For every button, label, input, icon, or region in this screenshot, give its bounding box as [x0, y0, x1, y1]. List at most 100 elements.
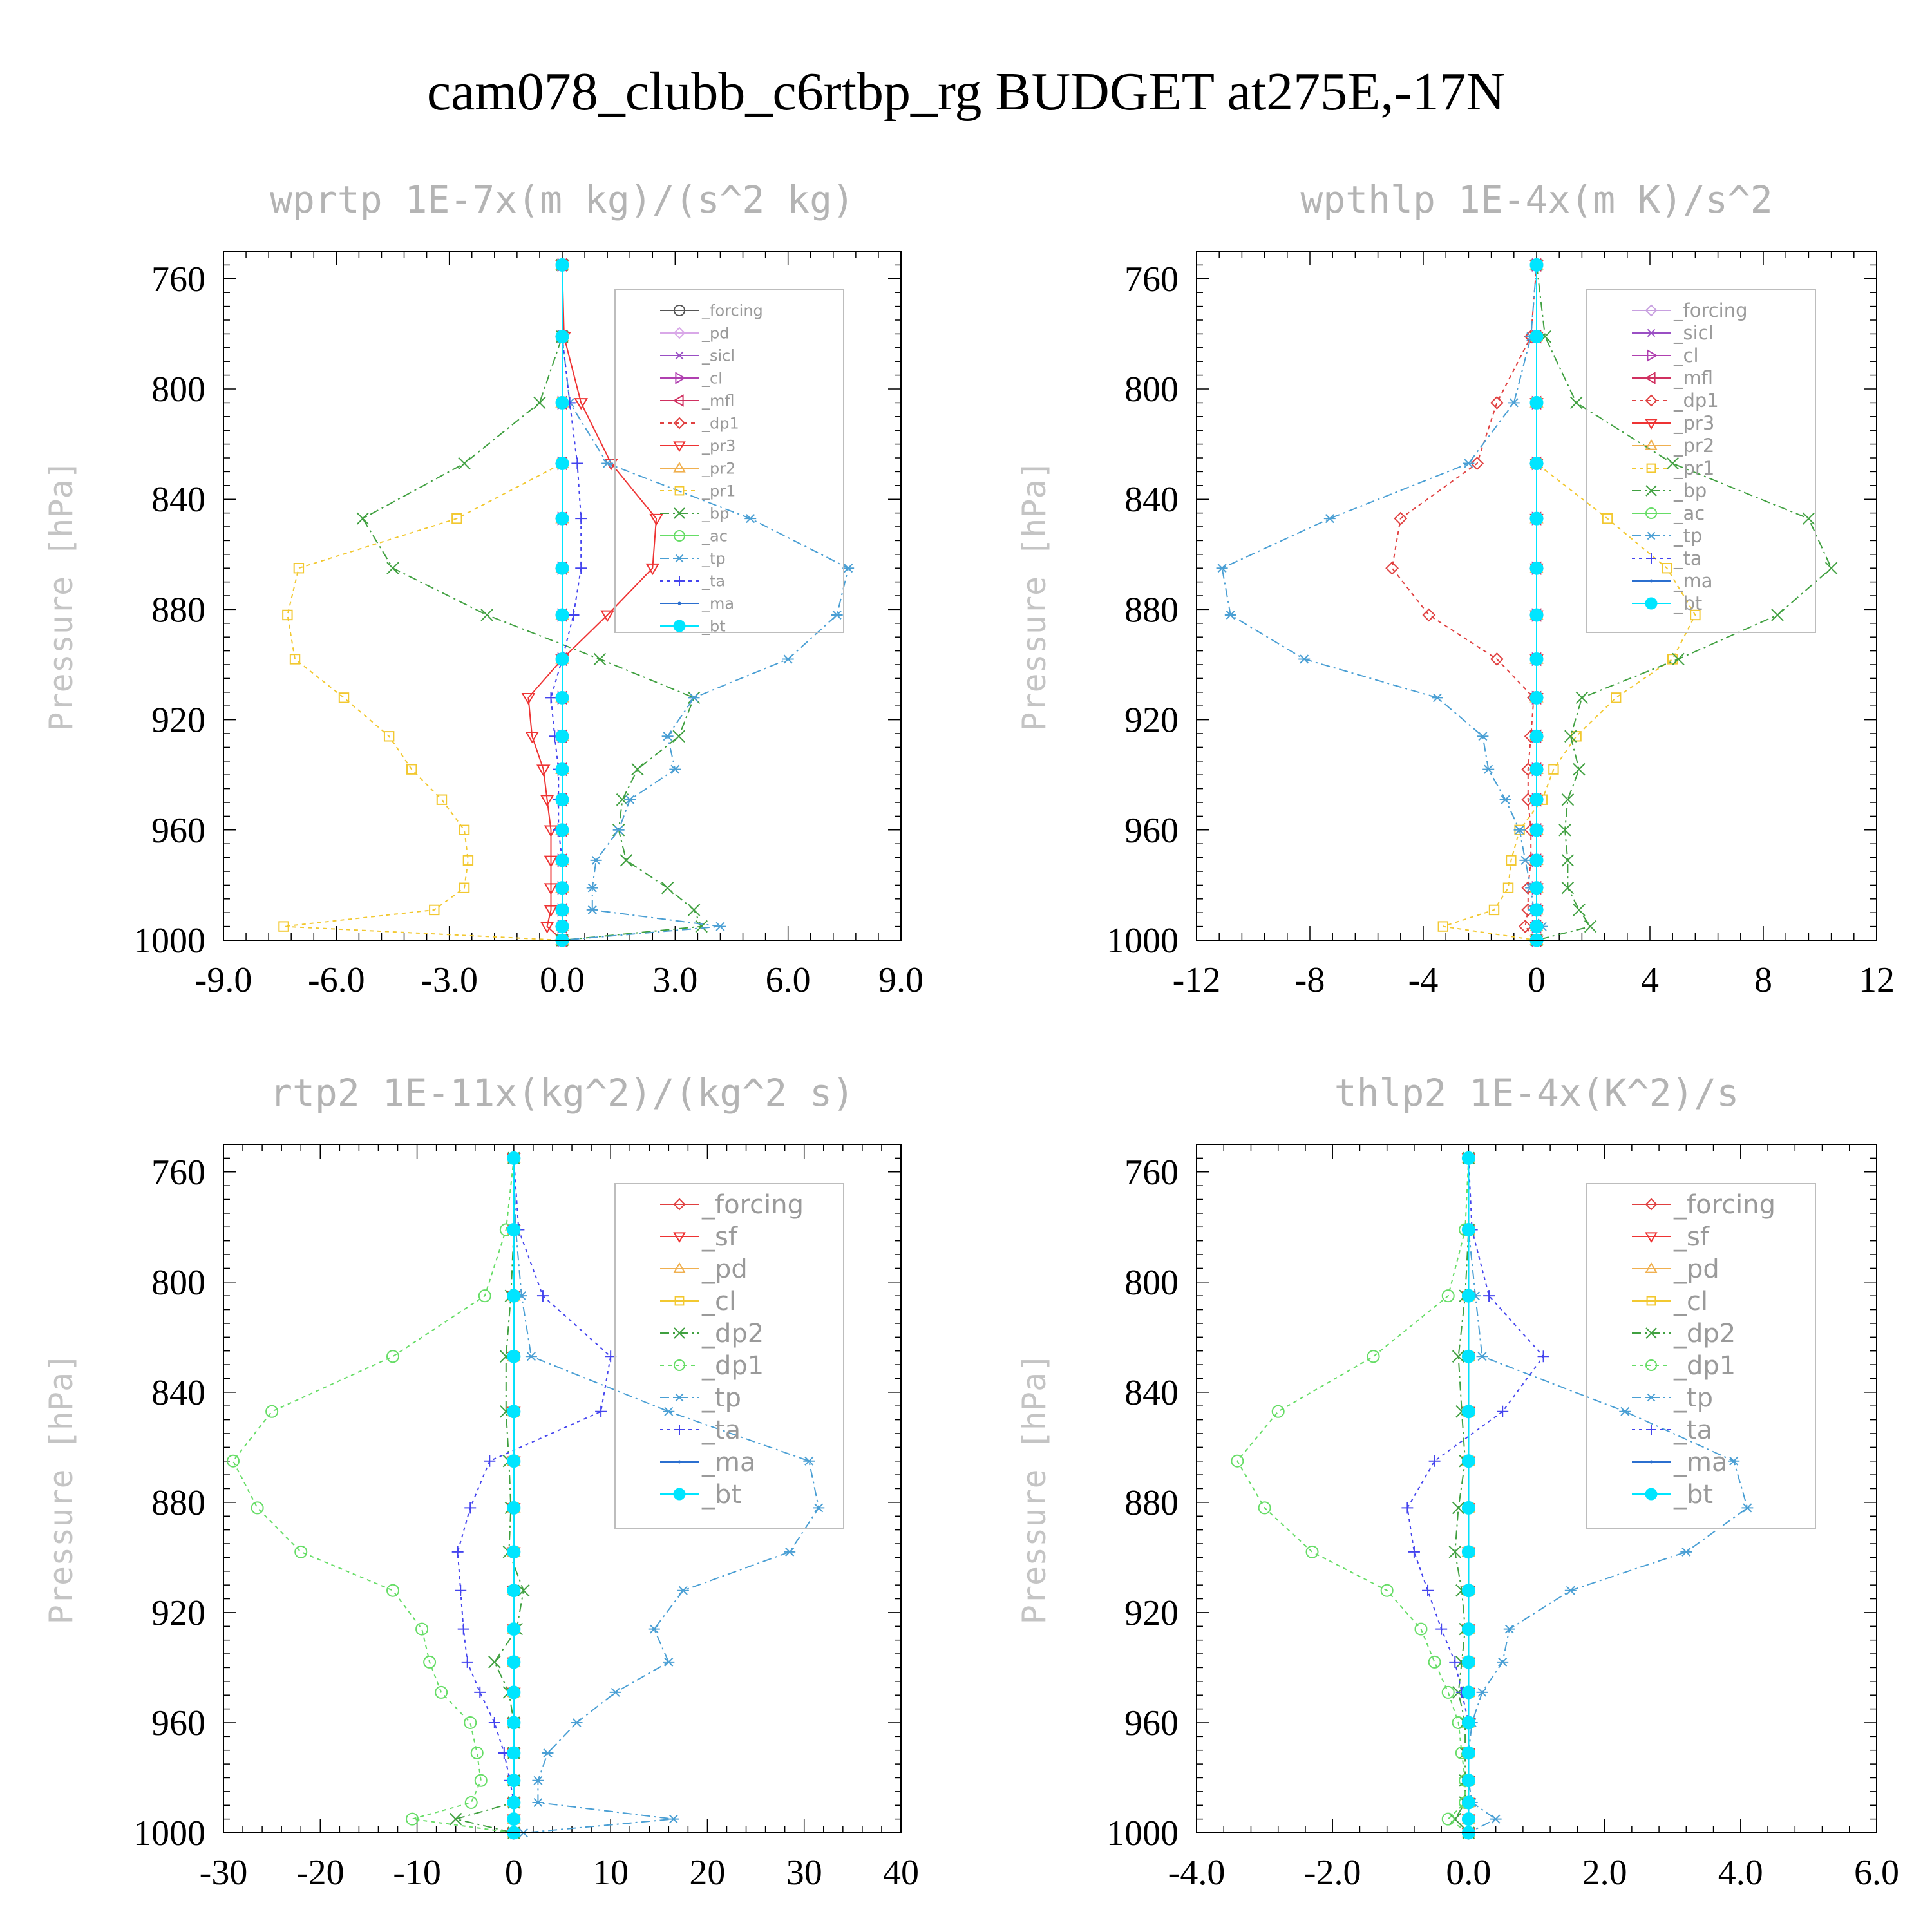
- data-point: [1561, 793, 1575, 806]
- y-tick-label: 840: [151, 1373, 205, 1413]
- legend-marker: [1646, 531, 1656, 540]
- data-point: [507, 1716, 521, 1730]
- data-point: [507, 1454, 521, 1468]
- data-point: [555, 690, 569, 705]
- legend-label: _bp: [701, 504, 729, 522]
- x-tick-label: 12: [1859, 960, 1895, 1000]
- chart-panel-1: wprtp 1E-7x(m kg)/(s^2 kg) Pressure [hPa]…: [43, 178, 923, 1000]
- data-point: [612, 825, 625, 835]
- data-point: [575, 562, 587, 574]
- legend-item: _cl: [1632, 345, 1699, 366]
- legend-marker: [1645, 1198, 1658, 1211]
- data-point: [1530, 823, 1544, 837]
- data-point: [744, 514, 757, 524]
- data-point: [555, 729, 569, 743]
- data-point: [1662, 563, 1672, 574]
- y-tick-label: 800: [151, 1263, 205, 1303]
- legend-label: _bt: [701, 617, 726, 635]
- x-tick-label: 0.0: [540, 960, 585, 1000]
- data-point: [289, 654, 301, 665]
- data-point: [1771, 609, 1784, 621]
- legend-box: [614, 1183, 844, 1529]
- data-point: [1380, 1584, 1394, 1597]
- data-point: [590, 855, 602, 865]
- x-tick-label: 0: [505, 1853, 523, 1893]
- data-point: [600, 610, 614, 622]
- plot-frame: [223, 1144, 902, 1833]
- legend-label: _bp: [1673, 480, 1707, 502]
- legend-label: _ma: [701, 594, 734, 612]
- y-tick-label: 920: [1124, 701, 1179, 741]
- series-line: [232, 1158, 515, 1833]
- data-point: [1461, 1454, 1475, 1468]
- legend-marker: [673, 441, 686, 452]
- legend-marker: [1645, 1488, 1658, 1501]
- legend-label: _tp: [1673, 525, 1702, 547]
- legend-label: _tp: [701, 549, 726, 567]
- legend-label: _sf: [1673, 1222, 1710, 1252]
- data-point: [507, 1812, 521, 1826]
- y-tick-label: 840: [1124, 480, 1179, 520]
- figure-title: cam078_clubb_c6rtbp_rg BUDGET at275E,-17…: [427, 62, 1505, 122]
- data-point: [294, 1545, 308, 1558]
- data-point: [1575, 691, 1589, 705]
- data-point: [1461, 1349, 1475, 1363]
- legend-item: _forcing: [1632, 299, 1748, 321]
- x-tick-label: 4.0: [1718, 1853, 1763, 1893]
- legend-marker: [674, 351, 685, 360]
- legend-item: _bt: [1632, 592, 1702, 614]
- x-tick-label: 6.0: [1854, 1853, 1899, 1893]
- data-point: [1470, 457, 1484, 470]
- data-point: [517, 1584, 530, 1597]
- data-point: [574, 398, 588, 410]
- data-point: [555, 793, 569, 807]
- legend-item: _ac: [660, 527, 728, 545]
- legend-label: _dp1: [1673, 1351, 1736, 1381]
- data-point: [461, 1656, 473, 1668]
- data-point: [1666, 457, 1679, 470]
- legend-marker: [1645, 372, 1656, 384]
- data-point: [507, 1151, 521, 1165]
- data-point: [1414, 1622, 1428, 1636]
- legend-item: _tp: [660, 1383, 741, 1413]
- data-point: [1741, 1503, 1754, 1513]
- y-tick-label: 760: [151, 260, 205, 299]
- legend-item: _cl: [660, 1287, 736, 1316]
- legend-item: _forcing: [1632, 1190, 1776, 1220]
- y-tick-label: 880: [151, 590, 205, 630]
- legend-item: _bt: [1632, 1480, 1713, 1510]
- data-point: [488, 1656, 501, 1669]
- legend-item: _bp: [660, 504, 729, 522]
- x-tick-label: 10: [592, 1853, 629, 1893]
- data-point: [803, 1456, 815, 1466]
- data-point: [507, 1655, 521, 1669]
- data-point: [1476, 1352, 1488, 1361]
- data-point: [1408, 1546, 1420, 1558]
- legend-item: _pd: [1632, 1255, 1719, 1284]
- y-tick-label: 1000: [133, 1814, 205, 1853]
- legend-marker: [674, 1393, 685, 1402]
- y-tick-label: 1000: [1106, 1814, 1179, 1853]
- legend-marker: [674, 554, 685, 563]
- data-point: [1298, 654, 1311, 664]
- data-point: [595, 1405, 607, 1417]
- legend-label: _tp: [1673, 1383, 1713, 1413]
- data-point: [555, 823, 569, 837]
- data-point: [521, 693, 536, 705]
- x-tick-label: -30: [200, 1853, 248, 1893]
- legend-marker: [673, 620, 686, 632]
- y-tick-label: 880: [151, 1483, 205, 1523]
- data-point: [575, 513, 587, 525]
- data-point: [813, 1503, 825, 1513]
- data-point: [507, 1501, 521, 1515]
- data-point: [525, 1352, 537, 1361]
- legend-item: _pr1: [660, 482, 735, 500]
- data-point: [1216, 564, 1228, 573]
- data-point: [620, 854, 633, 867]
- data-point: [1519, 855, 1531, 865]
- data-point: [1461, 1812, 1475, 1826]
- data-point: [386, 562, 399, 574]
- data-point: [1461, 1716, 1475, 1730]
- data-point: [464, 1502, 477, 1514]
